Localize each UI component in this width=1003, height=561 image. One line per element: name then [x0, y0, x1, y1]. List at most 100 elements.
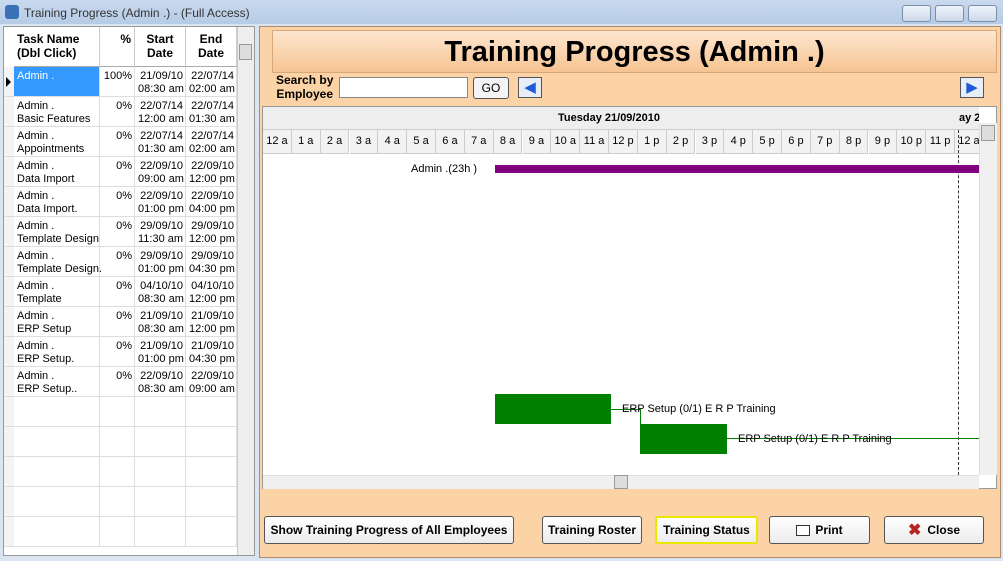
heading-box: Training Progress (Admin .): [272, 30, 997, 73]
table-cell-bg: [186, 97, 237, 127]
table-cell: 21/09/10 08:30 am: [135, 309, 186, 337]
cell-line: 21/09/10: [140, 70, 183, 82]
cell-line: Admin .: [17, 100, 55, 112]
hour-label: 4 p: [724, 130, 754, 154]
table-cell-bg: [14, 457, 100, 487]
button-label: Training Status: [663, 523, 750, 537]
table-cell: 04/10/10 08:30 am: [135, 279, 186, 307]
search-input[interactable]: [339, 77, 468, 98]
hour-label: 2 a: [320, 130, 350, 154]
table-cell: 0%: [100, 309, 135, 337]
cell-line: 29/09/10: [140, 220, 183, 232]
button[interactable]: Training Roster: [542, 516, 642, 544]
cell-line: 22/09/10: [191, 370, 234, 382]
cell-line: 02:00 am: [189, 143, 235, 155]
button[interactable]: Print: [769, 516, 870, 544]
table-cell-bg: [135, 397, 186, 427]
hour-label: 3 a: [349, 130, 379, 154]
table-cell: 29/09/10 12:00 pm: [186, 219, 237, 247]
cell-line: Data Import: [17, 173, 75, 185]
cell-line: 08:30 am: [138, 293, 184, 305]
table-cell-bg: [135, 487, 186, 517]
gantt-bar: [495, 165, 979, 173]
table-cell-bg: [14, 367, 100, 397]
table-cell: 0%: [100, 249, 135, 277]
print-icon: [796, 525, 811, 537]
table-cell-bg: [135, 157, 186, 187]
table-cell: 29/09/10 01:00 pm: [135, 249, 186, 277]
table-cell-bg: [135, 67, 186, 97]
table-cell: 22/09/10 09:00 am: [135, 159, 186, 187]
table-cell-bg: [14, 307, 100, 337]
hour-label: 11 a: [580, 130, 609, 154]
cell-line: 21/09/10: [140, 340, 183, 352]
left-scroll-thumb[interactable]: [239, 44, 252, 60]
table-cell-bg: [135, 307, 186, 337]
hour-label: 3 p: [695, 130, 725, 154]
cell-line: 08:30 am: [138, 83, 184, 95]
cell-line: 22/07/14: [191, 70, 234, 82]
table-cell-bg: [186, 487, 237, 517]
table-cell-bg: [186, 277, 237, 307]
table-cell: 22/09/10 12:00 pm: [186, 159, 237, 187]
hour-label: 5 p: [753, 130, 782, 154]
row-indicator: [4, 517, 14, 547]
table-cell: Admin . ERP Setup: [14, 309, 100, 337]
table-cell-bg: [135, 247, 186, 277]
gantt-hscroll-thumb[interactable]: [614, 475, 628, 489]
table-cell: 0%: [100, 189, 135, 217]
hour-label: 11 p: [926, 130, 955, 154]
hour-label: 8 p: [839, 130, 869, 154]
table-cell-bg: [100, 367, 135, 397]
row-indicator: [4, 127, 14, 157]
cell-line: 12:00 pm: [189, 293, 235, 305]
row-indicator: [4, 427, 14, 457]
go-button[interactable]: GO: [473, 77, 509, 99]
cell-line: Data Import.: [17, 203, 78, 215]
table-cell: 21/09/10 01:00 pm: [135, 339, 186, 367]
window-min-button[interactable]: [902, 5, 931, 22]
table-cell-bg: [14, 127, 100, 157]
row-indicator: [4, 217, 14, 247]
next-button[interactable]: ▶: [960, 77, 984, 98]
left-scrollbar: [237, 27, 254, 555]
cell-line: 21/09/10: [140, 310, 183, 322]
table-cell-bg: [186, 247, 237, 277]
table-header: Task Name (Dbl Click): [14, 27, 100, 67]
table-cell-bg: [135, 217, 186, 247]
gantt-vscroll-thumb[interactable]: [981, 125, 995, 141]
cell-line: 09:00 am: [189, 383, 235, 395]
button-label: Close: [927, 523, 961, 537]
table-cell-bg: [14, 187, 100, 217]
window-close-button[interactable]: [968, 5, 997, 22]
prev-button[interactable]: ◀: [518, 77, 542, 98]
table-cell-bg: [14, 247, 100, 277]
hour-label: 12 a: [263, 130, 292, 154]
table-cell: 22/09/10 09:00 am: [186, 369, 237, 397]
table-cell: Admin . Appointments: [14, 129, 100, 157]
table-header: End Date: [186, 27, 237, 67]
table-cell-bg: [14, 217, 100, 247]
window-max-button[interactable]: [935, 5, 964, 22]
cell-line: Admin .: [17, 220, 55, 232]
cell-line: 08:30 am: [138, 323, 184, 335]
cell-line: 11:30 am: [138, 233, 184, 245]
cell-line: ERP Setup: [17, 323, 72, 335]
table-cell: 22/09/10 08:30 am: [135, 369, 186, 397]
table-cell: Admin . Template: [14, 279, 100, 307]
table-cell: 21/09/10 04:30 pm: [186, 339, 237, 367]
cell-line: Admin .: [17, 310, 55, 322]
button[interactable]: Show Training Progress of All Employees: [264, 516, 514, 544]
header-line: (Dbl Click): [17, 46, 77, 60]
button[interactable]: Training Status: [655, 516, 758, 544]
cell-line: Admin .: [17, 130, 55, 142]
table-cell: Admin . Data Import.: [14, 189, 100, 217]
button[interactable]: ✖ Close: [884, 516, 984, 544]
table-cell: 0%: [100, 219, 135, 247]
row-indicator: [4, 397, 14, 427]
hour-label: 9 a: [522, 130, 552, 154]
cell-line: 01:00 pm: [138, 203, 184, 215]
table-cell-bg: [100, 487, 135, 517]
table-cell-bg: [135, 337, 186, 367]
table-cell: 29/09/10 11:30 am: [135, 219, 186, 247]
